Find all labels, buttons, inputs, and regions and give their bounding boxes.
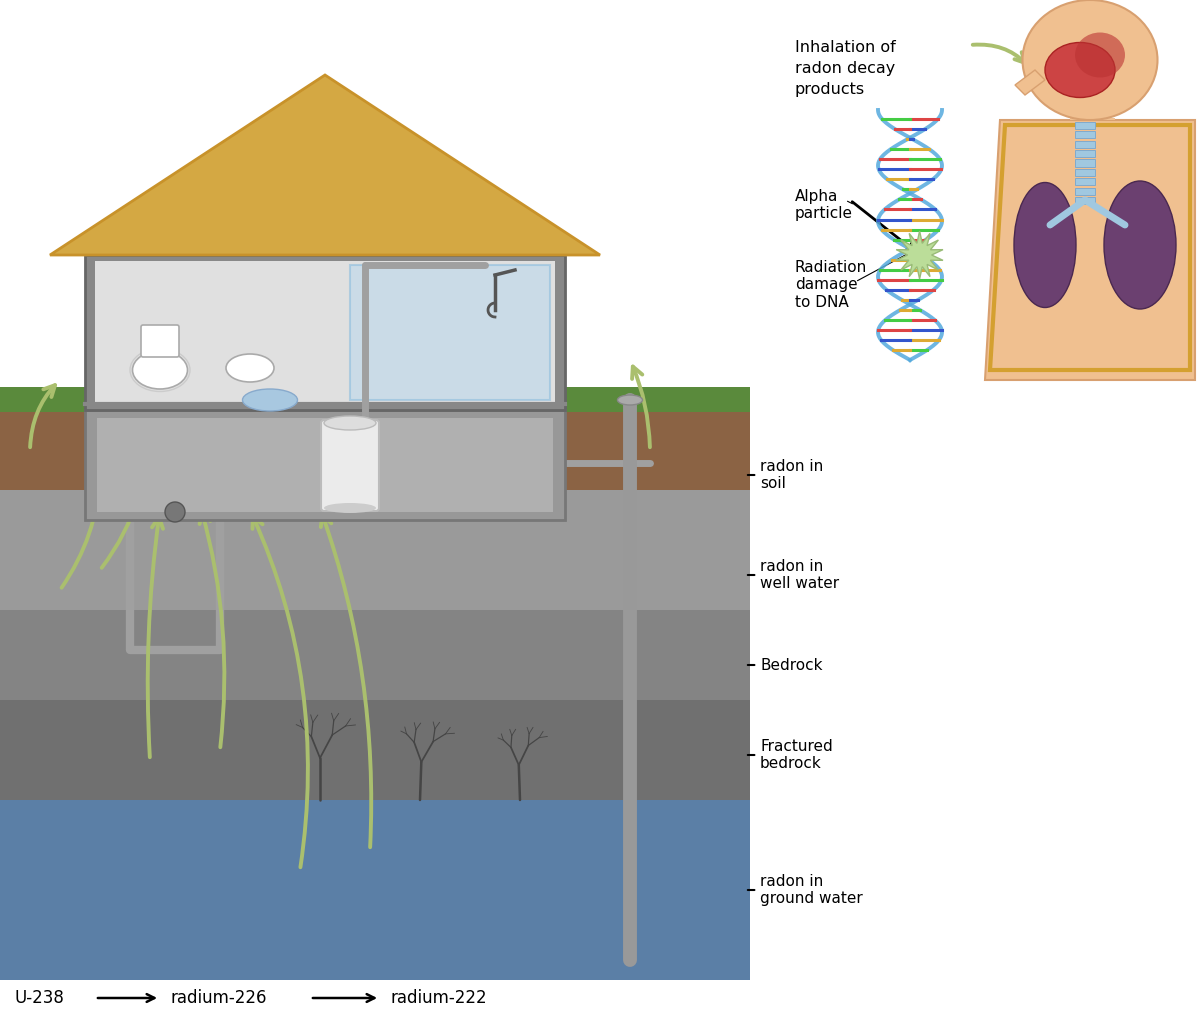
- Text: Bedrock: Bedrock: [748, 658, 822, 673]
- Bar: [0, 700, 750, 800]
- Bar: [1075, 122, 1096, 129]
- Bar: [1075, 197, 1096, 204]
- Bar: [85, 410, 565, 520]
- Bar: [85, 255, 565, 410]
- Ellipse shape: [226, 354, 274, 382]
- Text: radon in
soil: radon in soil: [748, 459, 823, 491]
- Ellipse shape: [1022, 0, 1158, 120]
- Bar: [0, 387, 750, 412]
- Polygon shape: [1070, 118, 1115, 120]
- Text: radon in
well water: radon in well water: [748, 559, 839, 591]
- Polygon shape: [896, 231, 943, 279]
- Text: radium-226: radium-226: [170, 989, 266, 1007]
- Ellipse shape: [1075, 32, 1126, 78]
- Ellipse shape: [242, 389, 298, 411]
- Bar: [1075, 140, 1096, 147]
- Bar: [95, 261, 554, 404]
- Ellipse shape: [1014, 183, 1076, 307]
- FancyBboxPatch shape: [322, 420, 379, 511]
- Ellipse shape: [1104, 181, 1176, 309]
- Bar: [0, 390, 85, 410]
- Ellipse shape: [324, 416, 376, 430]
- Bar: [565, 390, 750, 410]
- Bar: [0, 800, 750, 980]
- Polygon shape: [985, 120, 1195, 380]
- Bar: [1075, 188, 1096, 195]
- Ellipse shape: [132, 351, 187, 389]
- Text: Inhalation of
radon decay
products: Inhalation of radon decay products: [796, 40, 895, 97]
- Text: Alpha
particle: Alpha particle: [796, 189, 853, 221]
- Text: Radiation
damage
to DNA: Radiation damage to DNA: [796, 261, 868, 310]
- Polygon shape: [50, 75, 600, 255]
- Circle shape: [166, 502, 185, 522]
- Ellipse shape: [1045, 42, 1115, 98]
- Bar: [1075, 178, 1096, 185]
- Ellipse shape: [618, 395, 642, 405]
- Bar: [1075, 169, 1096, 176]
- FancyBboxPatch shape: [142, 325, 179, 357]
- Bar: [350, 265, 550, 400]
- Bar: [0, 610, 750, 700]
- Polygon shape: [1015, 70, 1045, 95]
- Text: radium-222: radium-222: [390, 989, 487, 1007]
- Bar: [1075, 160, 1096, 167]
- Bar: [0, 410, 750, 490]
- Bar: [97, 418, 553, 512]
- Text: radon in
ground water: radon in ground water: [748, 874, 863, 906]
- Text: U-238: U-238: [14, 989, 65, 1007]
- Text: Fractured
bedrock: Fractured bedrock: [748, 738, 833, 772]
- Ellipse shape: [324, 503, 376, 513]
- Bar: [1075, 131, 1096, 138]
- Bar: [0, 490, 750, 610]
- Bar: [1075, 150, 1096, 158]
